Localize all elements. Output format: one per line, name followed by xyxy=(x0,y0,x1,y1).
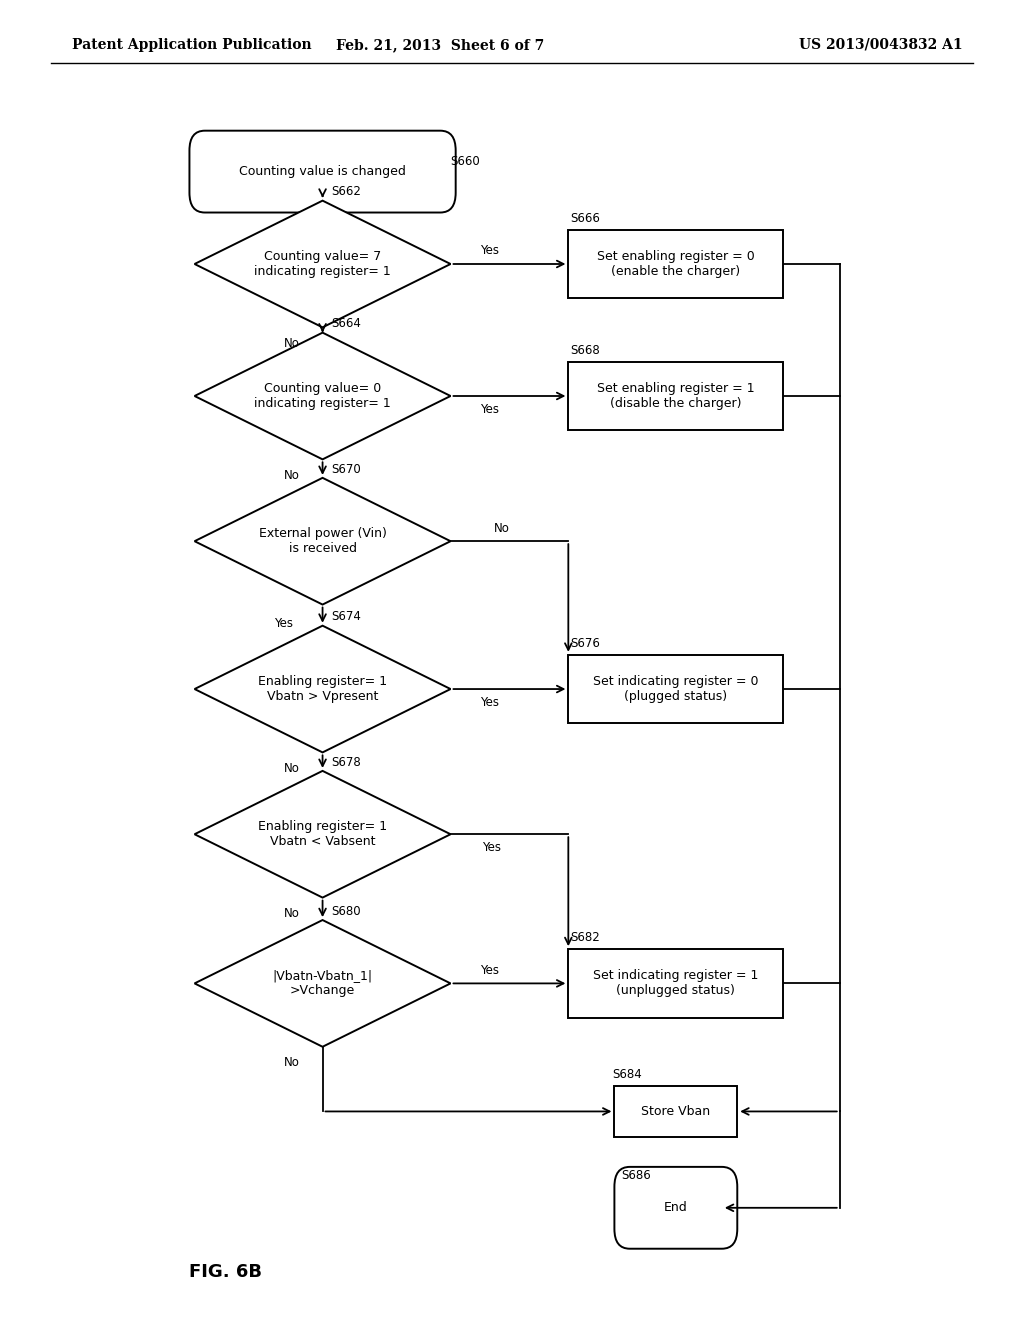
Text: Yes: Yes xyxy=(274,616,293,630)
Polygon shape xyxy=(195,333,451,459)
Text: Yes: Yes xyxy=(480,403,499,416)
Polygon shape xyxy=(195,920,451,1047)
Bar xyxy=(568,655,783,723)
Polygon shape xyxy=(195,478,451,605)
Text: S674: S674 xyxy=(331,610,360,623)
Text: Yes: Yes xyxy=(480,244,499,257)
Text: S670: S670 xyxy=(331,462,360,475)
Bar xyxy=(568,230,783,298)
Text: Set enabling register = 1
(disable the charger): Set enabling register = 1 (disable the c… xyxy=(597,381,755,411)
Bar xyxy=(568,362,783,430)
Text: Enabling register= 1
Vbatn < Vabsent: Enabling register= 1 Vbatn < Vabsent xyxy=(258,820,387,849)
FancyBboxPatch shape xyxy=(614,1167,737,1249)
Text: External power (Vin)
is received: External power (Vin) is received xyxy=(259,527,386,556)
Text: S682: S682 xyxy=(570,931,600,944)
Polygon shape xyxy=(195,626,451,752)
Text: Yes: Yes xyxy=(480,964,499,977)
Text: No: No xyxy=(284,1056,300,1069)
Text: No: No xyxy=(284,907,300,920)
FancyBboxPatch shape xyxy=(189,131,456,213)
Text: Set indicating register = 0
(plugged status): Set indicating register = 0 (plugged sta… xyxy=(593,675,759,704)
Text: No: No xyxy=(494,521,510,535)
Text: FIG. 6B: FIG. 6B xyxy=(188,1263,262,1282)
Text: S686: S686 xyxy=(622,1168,651,1181)
Text: S664: S664 xyxy=(331,317,360,330)
Text: No: No xyxy=(284,762,300,775)
Text: Feb. 21, 2013  Sheet 6 of 7: Feb. 21, 2013 Sheet 6 of 7 xyxy=(336,38,545,51)
Text: S680: S680 xyxy=(331,904,360,917)
Text: |Vbatn-Vbatn_1|
>Vchange: |Vbatn-Vbatn_1| >Vchange xyxy=(272,969,373,998)
Text: Yes: Yes xyxy=(480,696,499,709)
Text: Counting value= 7
indicating register= 1: Counting value= 7 indicating register= 1 xyxy=(254,249,391,279)
Text: Store Vban: Store Vban xyxy=(641,1105,711,1118)
Polygon shape xyxy=(195,771,451,898)
Text: Counting value is changed: Counting value is changed xyxy=(240,165,406,178)
Text: S666: S666 xyxy=(570,211,600,224)
Text: Set enabling register = 0
(enable the charger): Set enabling register = 0 (enable the ch… xyxy=(597,249,755,279)
Text: Patent Application Publication: Patent Application Publication xyxy=(72,38,311,51)
Bar xyxy=(614,1086,737,1137)
Text: No: No xyxy=(284,337,300,350)
Text: Enabling register= 1
Vbatn > Vpresent: Enabling register= 1 Vbatn > Vpresent xyxy=(258,675,387,704)
Text: Yes: Yes xyxy=(482,841,501,854)
Text: S684: S684 xyxy=(612,1068,642,1081)
Polygon shape xyxy=(195,201,451,327)
Text: S662: S662 xyxy=(331,185,360,198)
Text: US 2013/0043832 A1: US 2013/0043832 A1 xyxy=(799,38,963,51)
Text: No: No xyxy=(284,469,300,482)
Text: Counting value= 0
indicating register= 1: Counting value= 0 indicating register= 1 xyxy=(254,381,391,411)
Text: S660: S660 xyxy=(451,154,480,168)
Bar xyxy=(568,949,783,1018)
Text: Set indicating register = 1
(unplugged status): Set indicating register = 1 (unplugged s… xyxy=(593,969,759,998)
Text: S668: S668 xyxy=(570,343,600,356)
Text: End: End xyxy=(664,1201,688,1214)
Text: S676: S676 xyxy=(570,636,600,649)
Text: S678: S678 xyxy=(331,755,360,768)
